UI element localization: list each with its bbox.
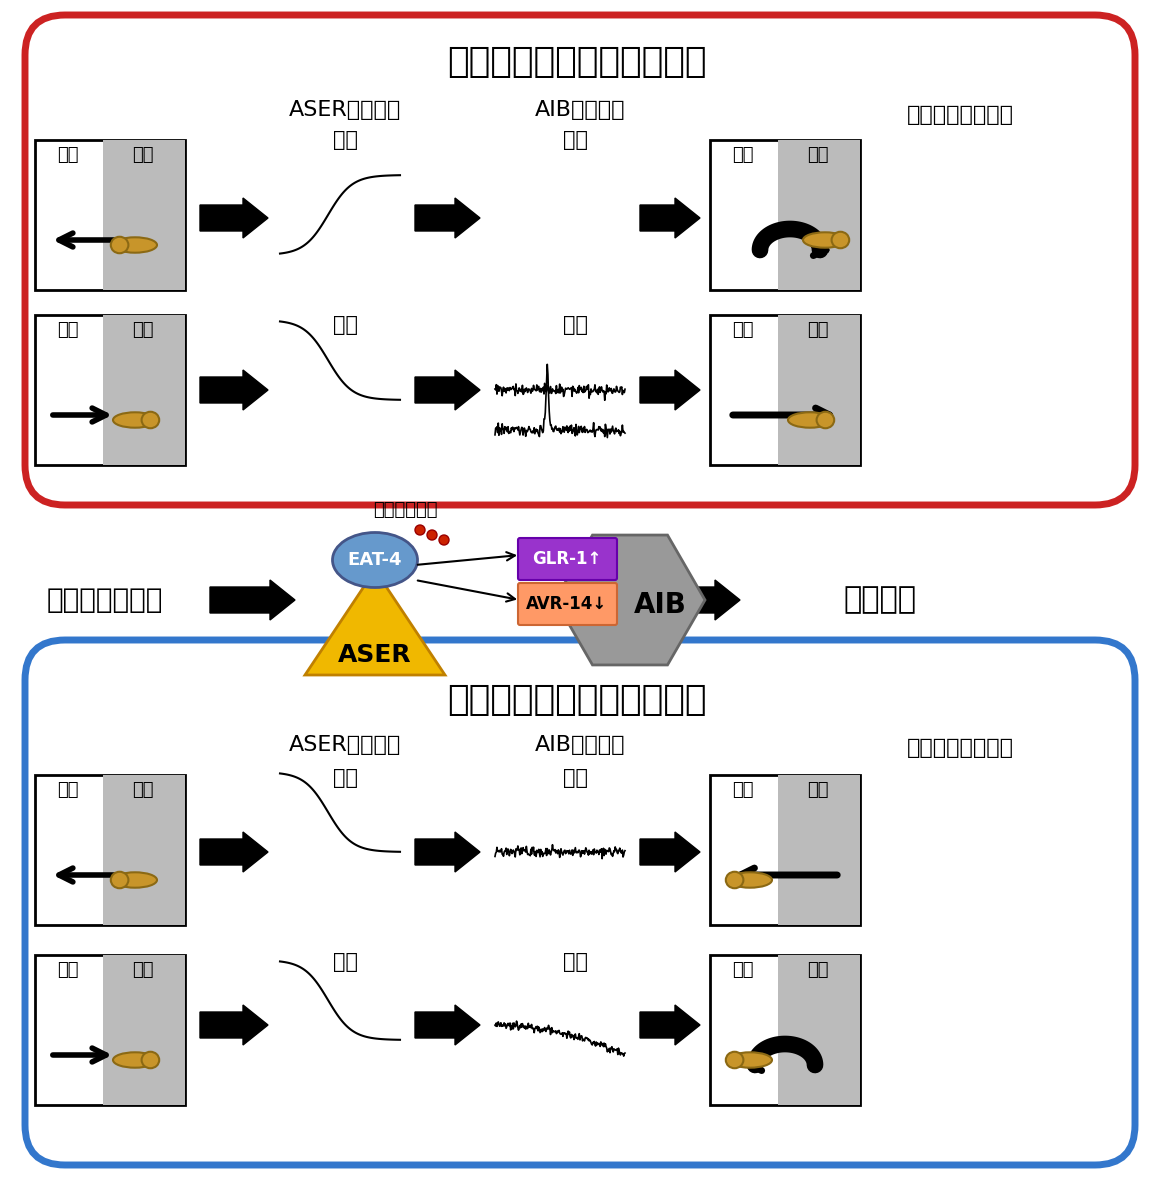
FancyBboxPatch shape — [517, 583, 617, 625]
Text: ASER: ASER — [338, 643, 412, 667]
Text: 低塩: 低塩 — [58, 781, 79, 799]
Polygon shape — [640, 370, 700, 410]
Circle shape — [415, 525, 425, 535]
Text: 興奮: 興奮 — [562, 130, 588, 150]
Text: 抑制: 抑制 — [562, 768, 588, 788]
Ellipse shape — [817, 411, 834, 428]
Ellipse shape — [788, 413, 832, 428]
Bar — [103, 139, 185, 290]
Text: 低塩: 低塩 — [58, 322, 79, 339]
Text: 低塩: 低塩 — [732, 961, 754, 979]
Text: AIB介在神経: AIB介在神経 — [535, 100, 625, 121]
Bar — [710, 775, 860, 926]
Bar — [777, 139, 860, 290]
Text: 高塩: 高塩 — [807, 781, 829, 799]
Text: 行動出力: 行動出力 — [843, 585, 917, 615]
Ellipse shape — [111, 872, 128, 888]
Ellipse shape — [832, 232, 849, 248]
Bar — [103, 955, 185, 1105]
Text: 抑制: 抑制 — [333, 314, 358, 335]
Text: 低塩: 低塩 — [58, 961, 79, 979]
FancyBboxPatch shape — [25, 639, 1135, 1165]
Text: 興奮: 興奮 — [333, 768, 358, 788]
Ellipse shape — [111, 236, 128, 253]
Circle shape — [439, 535, 449, 545]
Ellipse shape — [803, 233, 847, 248]
Text: 高塩濃度で飼育された個体: 高塩濃度で飼育された個体 — [447, 45, 707, 79]
Bar — [710, 139, 860, 290]
Text: 高塩: 高塩 — [133, 781, 154, 799]
Bar — [103, 775, 185, 926]
Ellipse shape — [728, 872, 772, 888]
FancyBboxPatch shape — [25, 15, 1135, 505]
Polygon shape — [210, 580, 295, 621]
Ellipse shape — [113, 872, 157, 888]
Text: AIB介在神経: AIB介在神経 — [535, 735, 625, 755]
Polygon shape — [305, 570, 445, 675]
Text: 高塩: 高塩 — [133, 147, 154, 164]
Text: 低塩濃度で飼育された個体: 低塩濃度で飼育された個体 — [447, 683, 707, 717]
Text: グルタミン酸: グルタミン酸 — [373, 501, 438, 519]
Ellipse shape — [728, 1052, 772, 1067]
Bar — [35, 139, 185, 290]
Bar — [103, 314, 185, 465]
Polygon shape — [415, 199, 480, 238]
Text: 低塩: 低塩 — [732, 781, 754, 799]
Polygon shape — [200, 1005, 268, 1045]
Ellipse shape — [113, 1052, 157, 1067]
Bar — [35, 955, 185, 1105]
Text: 抑制: 抑制 — [562, 314, 588, 335]
Polygon shape — [415, 370, 480, 410]
Text: 抑制: 抑制 — [333, 952, 358, 972]
Polygon shape — [640, 832, 700, 872]
Text: AIB: AIB — [634, 591, 686, 619]
Polygon shape — [200, 832, 268, 872]
Text: 興奮: 興奮 — [333, 130, 358, 150]
Bar — [710, 314, 860, 465]
Ellipse shape — [725, 872, 744, 888]
Text: 高塩: 高塩 — [133, 322, 154, 339]
Text: 低塩: 低塩 — [58, 147, 79, 164]
Bar — [35, 314, 185, 465]
Ellipse shape — [333, 533, 417, 587]
Polygon shape — [415, 1005, 480, 1045]
Polygon shape — [665, 580, 740, 621]
Text: EAT-4: EAT-4 — [348, 551, 402, 569]
Polygon shape — [415, 832, 480, 872]
Ellipse shape — [113, 238, 157, 253]
Text: 高塩濃度へ向かう: 高塩濃度へ向かう — [907, 105, 1013, 125]
Ellipse shape — [142, 411, 159, 428]
Bar — [35, 775, 185, 926]
Polygon shape — [640, 199, 700, 238]
Text: 低塩濃度へ向かう: 低塩濃度へ向かう — [907, 738, 1013, 758]
Bar — [710, 955, 860, 1105]
Bar — [777, 775, 860, 926]
Text: 低塩: 低塩 — [732, 322, 754, 339]
Text: 興奮: 興奮 — [562, 952, 588, 972]
Bar — [777, 314, 860, 465]
Text: AVR-14↓: AVR-14↓ — [527, 595, 608, 613]
Ellipse shape — [142, 1052, 159, 1069]
Text: ASER感覚神経: ASER感覚神経 — [289, 100, 401, 121]
Polygon shape — [640, 1005, 700, 1045]
Ellipse shape — [725, 1052, 744, 1069]
Text: 高塩: 高塩 — [807, 961, 829, 979]
Text: 塩濃度変化刺激: 塩濃度変化刺激 — [47, 586, 163, 613]
Circle shape — [427, 530, 437, 540]
Text: ASER感覚神経: ASER感覚神経 — [289, 735, 401, 755]
Polygon shape — [200, 370, 268, 410]
Bar — [777, 955, 860, 1105]
Text: 高塩: 高塩 — [807, 147, 829, 164]
Text: GLR-1↑: GLR-1↑ — [532, 550, 602, 569]
Polygon shape — [200, 199, 268, 238]
Text: 低塩: 低塩 — [732, 147, 754, 164]
Text: 高塩: 高塩 — [807, 322, 829, 339]
Text: 高塩: 高塩 — [133, 961, 154, 979]
Ellipse shape — [113, 413, 157, 428]
FancyBboxPatch shape — [517, 538, 617, 580]
